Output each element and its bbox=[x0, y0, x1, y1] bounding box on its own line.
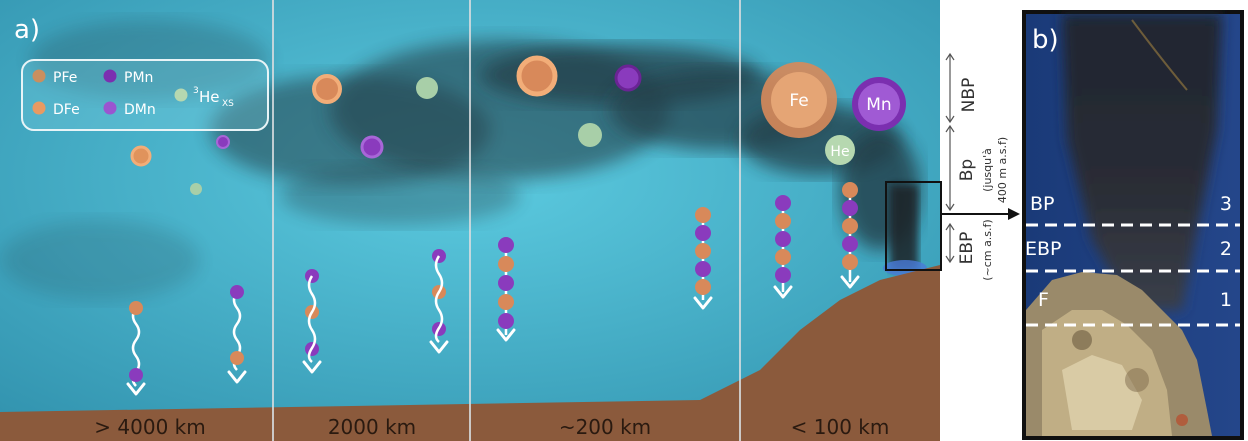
legend-pfe-label: PFe bbox=[53, 70, 77, 86]
bp-sublabel-2: 400 m a.s.f) bbox=[996, 137, 1009, 203]
zone-bp-name: BP bbox=[1030, 193, 1055, 215]
zoom-box bbox=[885, 181, 942, 271]
fe-large-circle: Fe bbox=[761, 62, 837, 138]
zone-f-name: F bbox=[1038, 289, 1049, 311]
section-dividers bbox=[272, 0, 741, 441]
legend-he-sub: XS bbox=[222, 99, 234, 109]
panel-b-label: b) bbox=[1032, 25, 1059, 55]
legend-he-label: He bbox=[199, 88, 220, 106]
legend-dfe-marker bbox=[32, 101, 46, 115]
vent-chimney bbox=[883, 185, 927, 276]
fe-label: Fe bbox=[789, 91, 808, 111]
legend-dmn-marker bbox=[103, 101, 117, 115]
bp-label: Bp bbox=[957, 159, 977, 181]
zone-ebp-name: EBP bbox=[1025, 238, 1062, 260]
legend-dmn-label: DMn bbox=[124, 102, 156, 118]
zone-bp-number: 3 bbox=[1220, 193, 1232, 215]
panel-a-label: a) bbox=[14, 15, 40, 45]
panel-a-diagram: a) PFe PMn DFe DMn 3 He XS Fe Mn bbox=[0, 0, 940, 441]
distance-label-3: ~200 km bbox=[559, 415, 651, 439]
distance-labels: > 4000 km 2000 km ~200 km < 100 km bbox=[94, 415, 889, 439]
zoom-arrow bbox=[941, 208, 1020, 220]
ebp-sublabel: (~cm a.s.f) bbox=[981, 219, 994, 280]
he-label: He bbox=[830, 144, 849, 160]
black-smoke bbox=[1062, 14, 1222, 310]
zone-boundaries bbox=[1026, 223, 1240, 327]
mn-label: Mn bbox=[866, 95, 891, 115]
legend-pmn-label: PMn bbox=[124, 70, 153, 86]
sinking-arrowheads bbox=[126, 275, 860, 396]
stacked-chain-particles bbox=[498, 182, 858, 329]
distance-label-4: < 100 km bbox=[791, 415, 890, 439]
legend-he-sup: 3 bbox=[193, 86, 199, 96]
zone-f-number: 1 bbox=[1220, 289, 1232, 311]
zone-ebp-number: 2 bbox=[1220, 238, 1232, 260]
legend-dfe-label: DFe bbox=[53, 102, 80, 118]
sinking-chains-wavy-2 bbox=[307, 255, 444, 363]
legend: PFe PMn DFe DMn 3 He XS bbox=[21, 59, 269, 131]
he-large-circle: He bbox=[825, 135, 855, 165]
bp-sublabel-1: (jusqu'à bbox=[981, 148, 994, 192]
mn-large-circle: Mn bbox=[852, 77, 906, 131]
smoke-trail bbox=[1131, 19, 1188, 91]
legend-pfe-marker bbox=[32, 69, 46, 83]
legend-pmn-marker bbox=[103, 69, 117, 83]
legend-he-marker bbox=[174, 88, 188, 102]
scattered-particles bbox=[130, 55, 642, 195]
ebp-label: EBP bbox=[957, 232, 977, 265]
distance-label-1: > 4000 km bbox=[94, 415, 205, 439]
distance-label-2: 2000 km bbox=[328, 415, 416, 439]
zone-range-markers bbox=[945, 52, 955, 264]
chimney-rock bbox=[1026, 272, 1212, 436]
nbp-label: NBP bbox=[959, 78, 979, 113]
panel-b-photo: b) BP 3 EBP 2 F 1 bbox=[1022, 10, 1244, 440]
